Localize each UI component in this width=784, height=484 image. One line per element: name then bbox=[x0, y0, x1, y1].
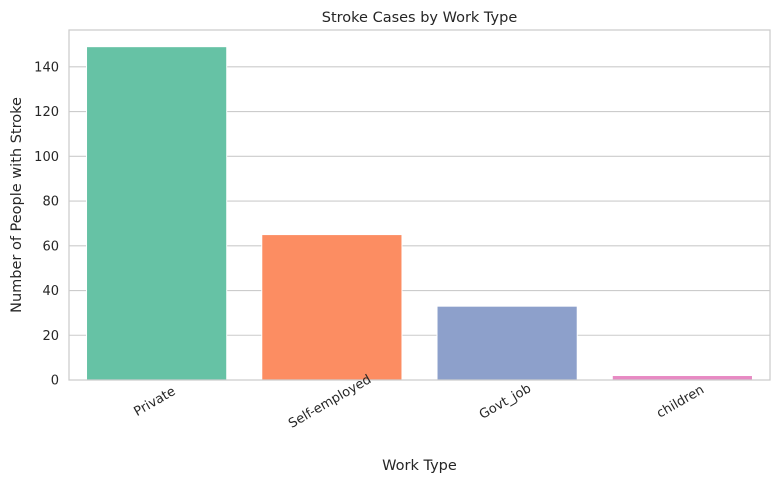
y-tick-label: 100 bbox=[34, 150, 59, 165]
y-tick-label: 20 bbox=[42, 329, 59, 344]
chart-title: Stroke Cases by Work Type bbox=[322, 10, 518, 26]
y-tick-label: 120 bbox=[34, 105, 59, 120]
y-tick-label: 80 bbox=[42, 195, 59, 210]
y-tick-label: 0 bbox=[51, 374, 59, 389]
y-tick-label: 60 bbox=[42, 239, 59, 254]
y-tick-label: 140 bbox=[34, 60, 59, 75]
y-tick-labels: 0 20 40 60 80 100 120 140 bbox=[34, 60, 59, 388]
x-tick-labels: Private Self-employed Govt_job children bbox=[131, 372, 706, 431]
bar-private bbox=[86, 46, 228, 381]
x-axis-title: Work Type bbox=[382, 458, 457, 474]
x-tick-label: Private bbox=[131, 384, 178, 420]
x-tick-label: children bbox=[654, 382, 707, 421]
bar-govt-job bbox=[436, 305, 578, 381]
plot-frame bbox=[68, 29, 771, 381]
bar-children bbox=[611, 375, 753, 381]
bar-self-employed bbox=[261, 234, 403, 381]
bars bbox=[86, 46, 753, 381]
y-tick-label: 40 bbox=[42, 284, 59, 299]
x-tick-label: Self-employed bbox=[286, 372, 374, 431]
y-axis-title: Number of People with Stroke bbox=[9, 97, 25, 313]
x-tick-label: Govt_job bbox=[477, 381, 534, 423]
